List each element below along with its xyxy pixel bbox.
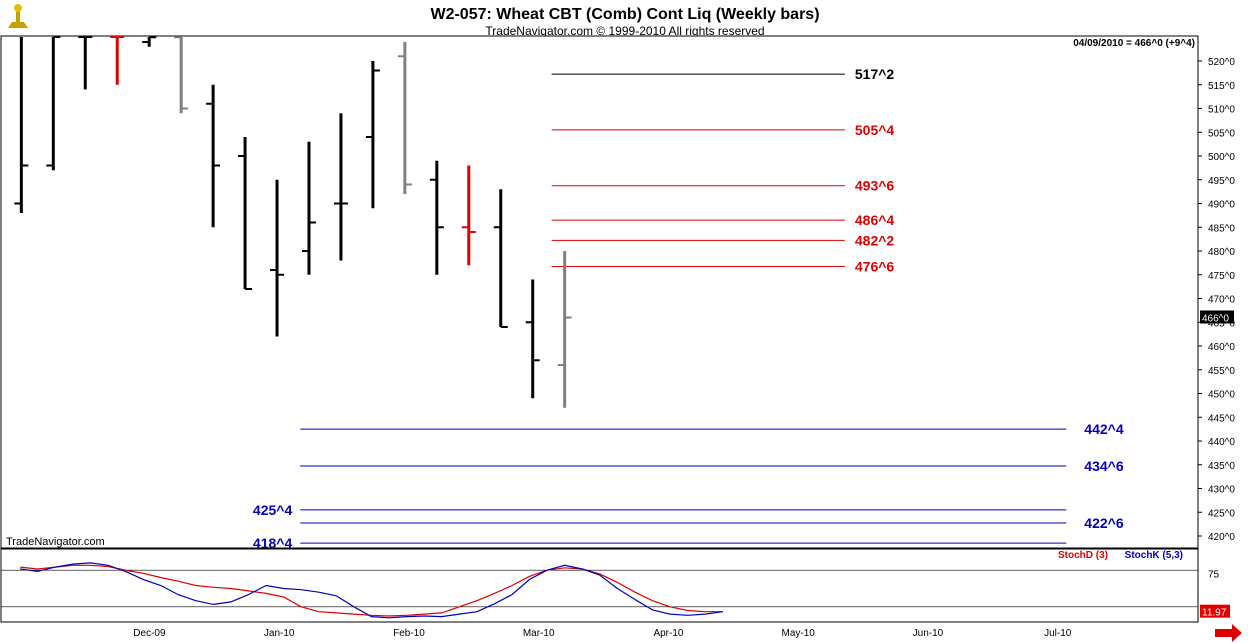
price-tick-label: 475^0 [1208,271,1235,282]
level-label: 517^2 [855,66,895,82]
price-tick-label: 435^0 [1208,461,1235,472]
level-label: 425^4 [253,502,293,518]
price-bar [557,251,572,408]
date-tick-label: Apr-10 [653,628,683,639]
price-bar [46,36,61,171]
price-tick-label: 490^0 [1208,200,1235,211]
last-update-info: 04/09/2010 = 466^0 (+9^4) [1073,38,1195,49]
price-tick-label: 445^0 [1208,413,1235,424]
chart-title: W2-057: Wheat CBT (Comb) Cont Liq (Weekl… [430,6,819,23]
level-label: 486^4 [855,212,895,228]
stoch-tick-label: 75 [1208,569,1220,580]
price-tick-label: 440^0 [1208,437,1235,448]
price-bar [429,160,444,275]
date-axis: Dec-09 Jan-10 Feb-10 Mar-10 Apr-10 May-10 Jun-… [133,628,1071,639]
date-tick-label: Mar-10 [523,628,555,639]
price-tick-label: 420^0 [1208,532,1235,543]
stoch-legend-k: StochK (5,3) [1125,550,1183,561]
price-bar [110,36,125,85]
price-tick-label: 515^0 [1208,81,1235,92]
price-bar [14,37,29,213]
price-tick-label: 495^0 [1208,176,1235,187]
price-bar [142,36,157,47]
price-bar [238,137,253,290]
price-tick-label: 455^0 [1208,366,1235,377]
price-bar [397,42,412,194]
level-label: 482^2 [855,232,895,248]
last-price-label: 466^0 [1202,314,1229,325]
level-label: 476^6 [855,258,895,274]
price-tick-label: 425^0 [1208,508,1235,519]
price-tick-label: 470^0 [1208,295,1235,306]
price-bar [461,165,476,266]
level-label: 505^4 [855,122,895,138]
date-tick-label: Dec-09 [133,628,166,639]
price-bar [365,61,380,209]
price-tick-label: 465^0 [1208,318,1235,329]
app-logo [3,3,33,33]
price-bar [301,141,316,275]
date-tick-label: May-10 [782,628,816,639]
price-bar [174,36,189,114]
price-tick-label: 485^0 [1208,223,1235,234]
price-pane [0,35,1199,549]
stoch-lines [1,562,1198,619]
level-lines: 517^2 505^4 493^6 486^4 482^2 476^6 442^4 434^6… [253,66,1124,551]
stoch-series-line [20,564,723,617]
level-label: 422^6 [1084,515,1124,531]
price-tick-label: 505^0 [1208,128,1235,139]
level-label: 493^6 [855,178,895,194]
price-bars [14,36,572,408]
price-bar [270,179,285,337]
price-tick-label: 510^0 [1208,105,1235,116]
date-tick-label: Jun-10 [913,628,944,639]
level-label: 442^4 [1084,421,1124,437]
scroll-right-arrow-icon[interactable] [1215,624,1242,642]
price-bar [525,279,540,399]
watermark: TradeNavigator.com [6,536,105,548]
stoch-last-tag [1200,604,1230,618]
stoch-series-line [20,562,723,619]
price-tick-label: 460^0 [1208,342,1235,353]
price-bar [78,36,93,90]
price-axis: 420^0 425^0 430^0 435^0 440^0 445^0 450^0 455^0… [1198,57,1235,543]
price-bar [333,113,348,261]
price-tick-label: 450^0 [1208,390,1235,401]
level-label: 418^4 [253,535,293,551]
stochastic-pane [0,548,1199,623]
price-tick-label: 430^0 [1208,485,1235,496]
date-tick-label: Jan-10 [264,628,295,639]
chart-subtitle: TradeNavigator.com © 1999-2010 All right… [485,24,764,38]
date-tick-label: Jul-10 [1044,628,1072,639]
price-tick-label: 500^0 [1208,152,1235,163]
date-tick-label: Feb-10 [393,628,425,639]
price-bar [493,189,508,328]
price-tick-label: 520^0 [1208,57,1235,68]
stoch-last-label: 11.97 [1202,608,1227,619]
last-price-tag [1200,310,1234,324]
stoch-axis: 75 11.97 [1200,569,1230,619]
price-bar [206,84,221,228]
level-label: 434^6 [1084,458,1124,474]
price-tick-label: 480^0 [1208,247,1235,258]
stoch-legend-d: StochD (3) [1058,550,1108,561]
